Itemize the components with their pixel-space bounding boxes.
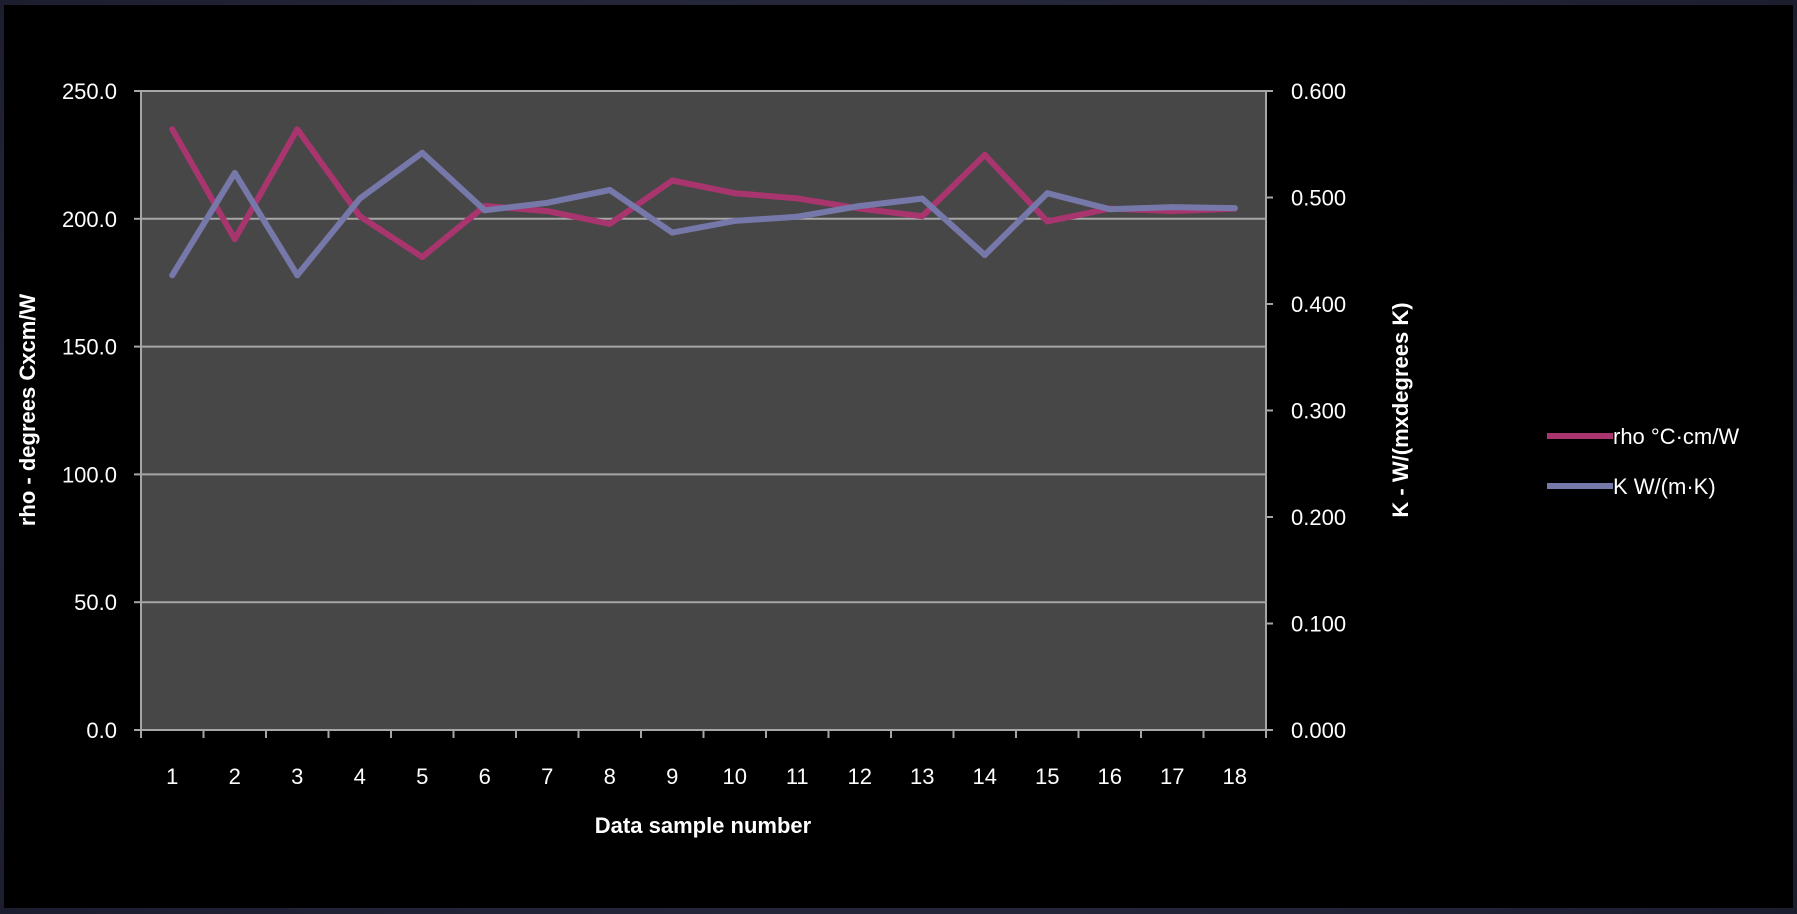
x-tick-label: 13 — [910, 764, 934, 789]
data-point — [294, 126, 301, 133]
series-line-1 — [169, 126, 1238, 261]
x-tick-label: 2 — [229, 764, 241, 789]
x-tick-label: 11 — [786, 764, 809, 789]
x-tick-label: 8 — [604, 764, 616, 789]
data-point — [1044, 218, 1051, 225]
y-axis-title: rho - degrees Cxcm/W — [15, 294, 40, 527]
y-tick-label: 250.0 — [62, 79, 117, 104]
data-point — [1231, 205, 1238, 212]
data-point — [1169, 204, 1176, 211]
x-tick-label: 5 — [416, 764, 428, 789]
y2-tick-label: 0.000 — [1291, 718, 1346, 743]
y2-tick-label: 0.200 — [1291, 505, 1346, 530]
data-point — [794, 213, 801, 220]
data-point — [356, 213, 363, 220]
y2-tick-label: 0.400 — [1291, 292, 1346, 317]
y2-axis-title: K - W/(mxdegrees K) — [1388, 302, 1413, 517]
y-tick-label: 150.0 — [62, 335, 117, 360]
legend-label: K W/(m·K) — [1613, 474, 1716, 499]
x-axis-title: Data sample number — [595, 813, 812, 838]
data-point — [544, 208, 551, 215]
data-point — [856, 203, 863, 210]
chart-area: 0.0 50.0 100.0 150.0 200.0 250.0 0.000 0.100 0.2… — [4, 5, 1793, 908]
data-point — [544, 199, 551, 206]
x-tick-label: 1 — [166, 764, 178, 789]
x-tick-label: 6 — [479, 764, 491, 789]
y2-tick-label: 0.300 — [1291, 399, 1346, 424]
data-point — [731, 190, 738, 197]
plot-area — [141, 91, 1266, 730]
data-point — [1106, 206, 1113, 213]
data-point — [919, 195, 926, 202]
y2-tick-label: 0.500 — [1291, 186, 1346, 211]
data-point — [669, 177, 676, 184]
legend-label: rho °C·cm/W — [1613, 424, 1739, 449]
data-point — [231, 170, 238, 177]
data-point — [606, 187, 613, 194]
y-tick-label: 200.0 — [62, 207, 117, 232]
y-tick-label: 0.0 — [86, 718, 117, 743]
x-tick-label: 14 — [973, 764, 997, 789]
series-layer — [169, 126, 1238, 279]
data-point — [919, 213, 926, 220]
data-point — [169, 126, 176, 133]
x-tick-label: 12 — [848, 764, 872, 789]
axes: 0.0 50.0 100.0 150.0 200.0 250.0 0.000 0.100 0.2… — [62, 79, 1346, 789]
line-chart: 0.0 50.0 100.0 150.0 200.0 250.0 0.000 0.100 0.2… — [15, 79, 1739, 838]
data-point — [981, 252, 988, 259]
data-point — [356, 195, 363, 202]
data-point — [606, 220, 613, 227]
gridlines — [141, 90, 1266, 604]
x-tick-label: 9 — [666, 764, 678, 789]
x-tick-label: 16 — [1098, 764, 1122, 789]
data-point — [794, 195, 801, 202]
data-point — [1044, 190, 1051, 197]
x-tick-label: 7 — [541, 764, 553, 789]
x-tick-label: 3 — [291, 764, 303, 789]
y-tick-label: 50.0 — [74, 590, 117, 615]
x-tick-label: 18 — [1223, 764, 1247, 789]
y2-tick-label: 0.100 — [1291, 612, 1346, 637]
x-tick-label: 17 — [1160, 764, 1184, 789]
data-point — [419, 149, 426, 156]
x-tick-label: 10 — [723, 764, 747, 789]
data-point — [981, 151, 988, 158]
data-point — [481, 207, 488, 214]
data-point — [169, 272, 176, 279]
data-point — [731, 217, 738, 224]
legend: rho °C·cm/W K W/(m·K) — [1547, 424, 1739, 499]
data-point — [419, 254, 426, 261]
x-tick-label: 4 — [354, 764, 366, 789]
x-tick-label: 15 — [1035, 764, 1059, 789]
data-point — [231, 236, 238, 243]
y-tick-label: 100.0 — [62, 462, 117, 487]
y2-tick-label: 0.600 — [1291, 79, 1346, 104]
series-line-2 — [169, 149, 1238, 279]
data-point — [669, 229, 676, 236]
data-point — [294, 272, 301, 279]
